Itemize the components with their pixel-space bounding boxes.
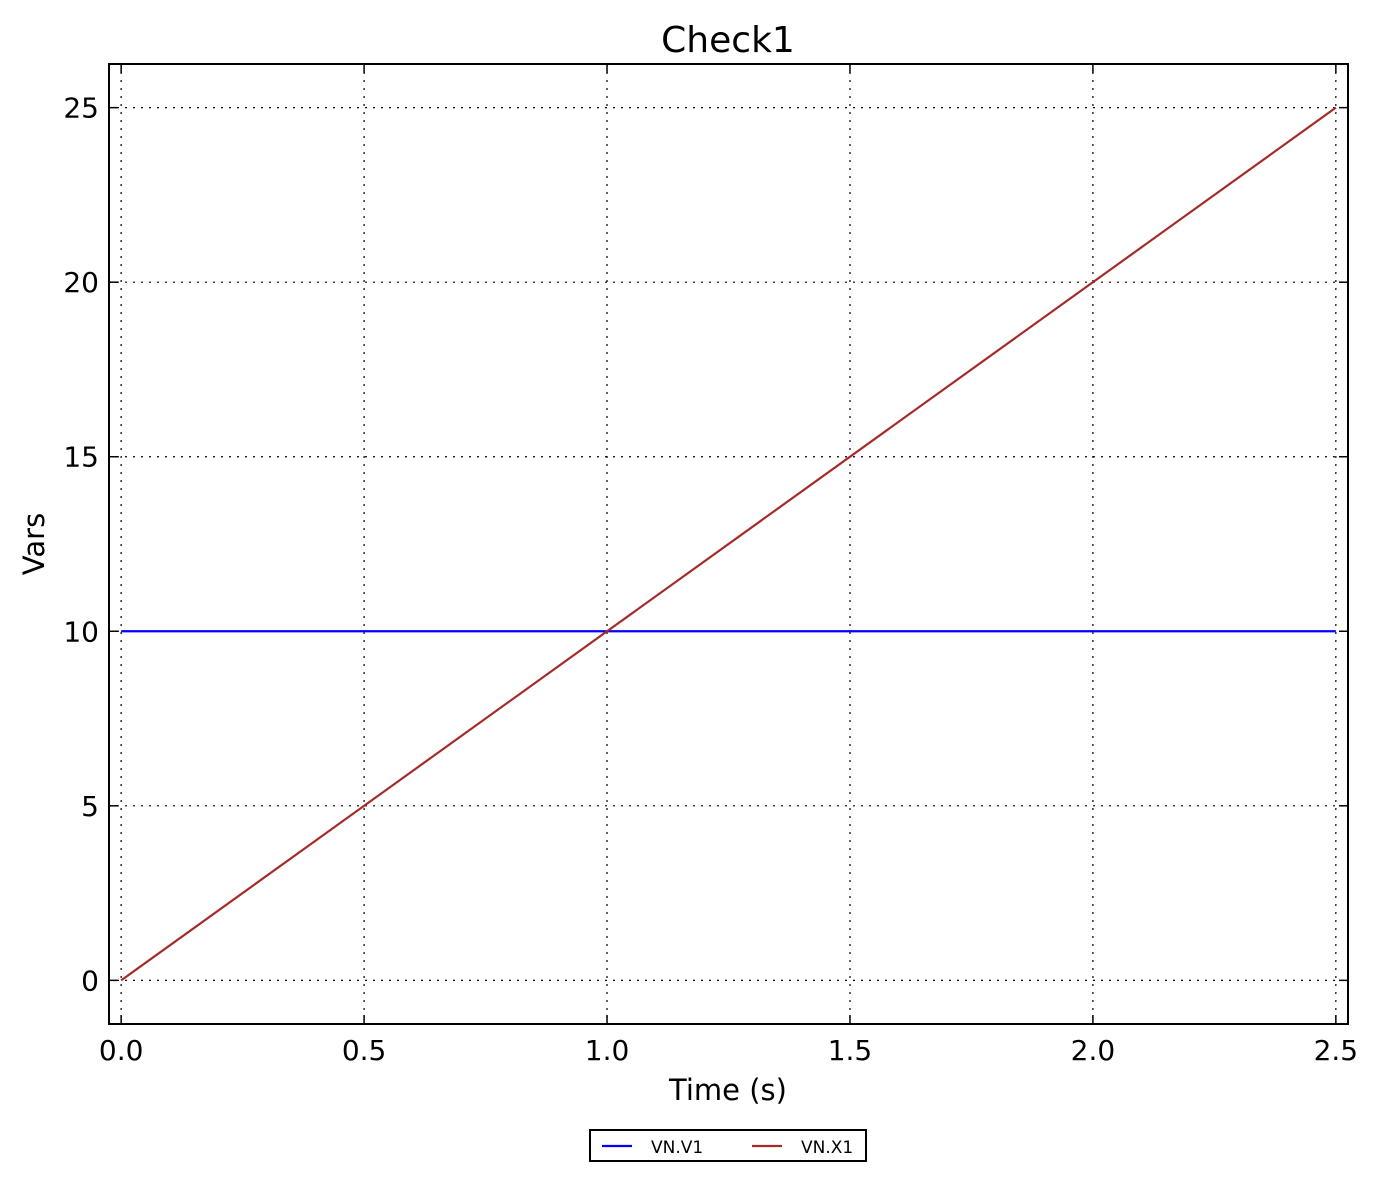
y-tick-label: 20 <box>63 266 99 299</box>
legend-label: VN.X1 <box>801 1138 853 1158</box>
x-tick-label: 1.5 <box>828 1034 873 1067</box>
x-tick-label: 2.0 <box>1071 1034 1116 1067</box>
y-tick-label: 25 <box>63 92 99 125</box>
y-tick-label: 10 <box>63 615 99 648</box>
y-tick-label: 0 <box>81 964 99 997</box>
y-axis-label: Vars <box>17 513 51 575</box>
chart-title: Check1 <box>661 20 795 61</box>
y-tick-label: 15 <box>63 441 99 474</box>
x-tick-label: 1.0 <box>585 1034 630 1067</box>
x-tick-label: 2.5 <box>1314 1034 1359 1067</box>
x-tick-label: 0.0 <box>99 1034 144 1067</box>
series-line-vn-x1 <box>120 106 1337 982</box>
legend: VN.V1 VN.X1 <box>589 1129 867 1162</box>
plot-frame <box>108 63 1349 1025</box>
legend-frame <box>589 1129 867 1162</box>
x-tick-label: 0.5 <box>342 1034 387 1067</box>
legend-label: VN.V1 <box>651 1138 703 1158</box>
x-axis-label: Time (s) <box>668 1073 787 1107</box>
y-tick-label: 5 <box>81 790 99 823</box>
